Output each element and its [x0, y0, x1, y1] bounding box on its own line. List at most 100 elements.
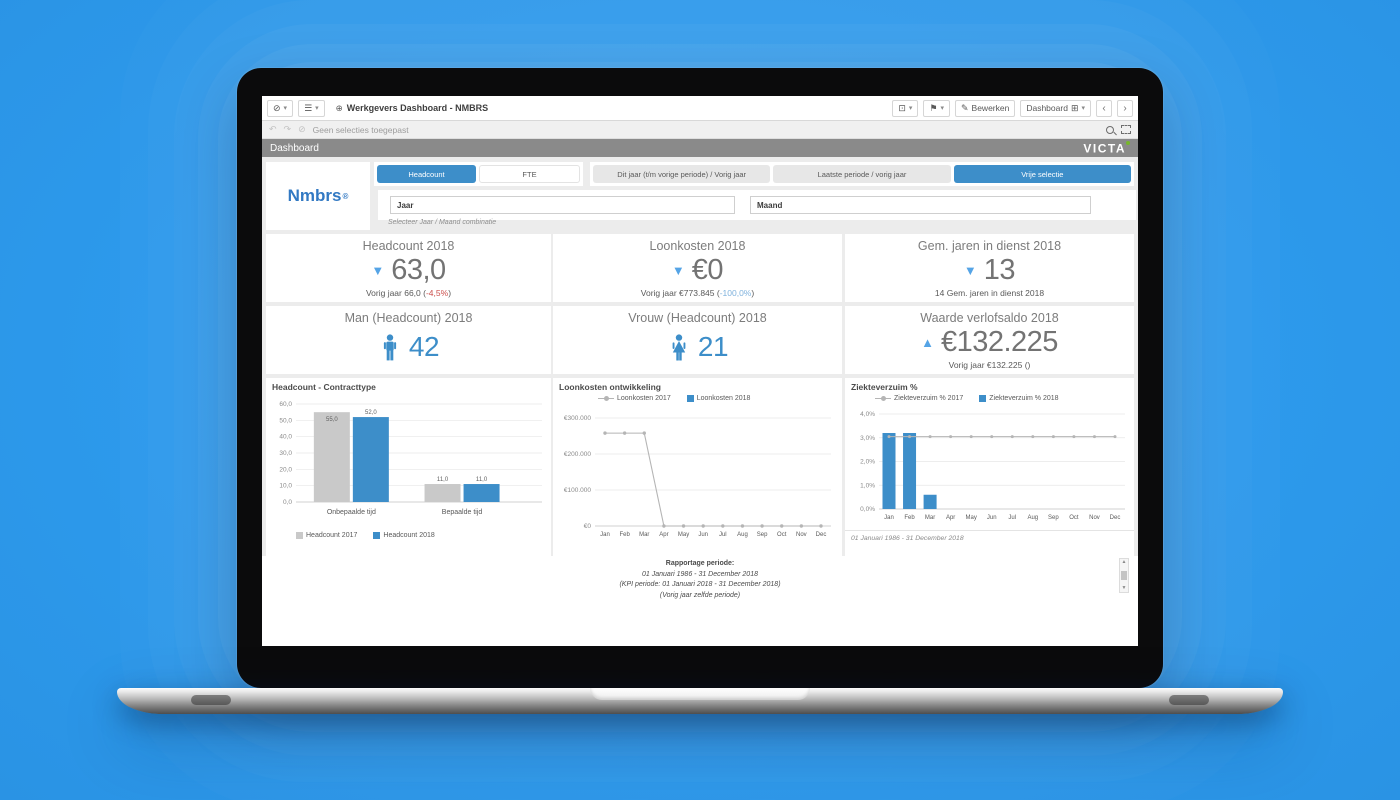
svg-text:52,0: 52,0	[365, 410, 377, 416]
laptop-scoop	[590, 688, 810, 700]
button-dit-jaar-vorig-jaar[interactable]: Dit jaar (t/m vorige periode) / Vorig ja…	[593, 165, 771, 183]
kpi-headcount[interactable]: Headcount 2018 ▼ 63,0 Vorig jaar 66,0 (-…	[266, 234, 551, 302]
redo-icon[interactable]: ↷	[283, 124, 292, 134]
chart-ziekteverzuim[interactable]: Ziekteverzuim % Ziekteverzuim % 2017 Zie…	[845, 378, 1134, 556]
search-icon[interactable]	[1106, 125, 1114, 134]
laptop-base	[117, 688, 1283, 714]
legend-item: Ziekteverzuim % 2018	[979, 395, 1059, 402]
sheet-title-bar: Dashboard VICTA	[262, 139, 1138, 157]
period-toggle-card: Dit jaar (t/m vorige periode) / Vorig ja…	[590, 162, 1134, 186]
svg-text:4,0%: 4,0%	[860, 411, 875, 418]
svg-text:Feb: Feb	[904, 515, 915, 521]
legend-swatch	[373, 532, 381, 539]
menu-icon: ☰	[304, 102, 313, 113]
bookmark-icon: ⚑	[929, 102, 938, 113]
legend-item: Headcount 2018	[373, 532, 435, 539]
svg-text:Jan: Jan	[600, 532, 610, 538]
legend-swatch	[296, 532, 303, 539]
svg-text:50,0: 50,0	[279, 417, 292, 424]
man-icon	[383, 333, 397, 360]
legend-line-marker	[875, 395, 891, 401]
measure-toggle: Headcount FTE	[374, 162, 583, 186]
legend-item: Loonkosten 2017	[598, 395, 671, 402]
svg-text:Feb: Feb	[619, 532, 630, 538]
chart-title: Ziekteverzuim %	[851, 382, 918, 392]
victa-logo-text: VICTA	[1083, 141, 1126, 156]
chart-headcount-contracttype[interactable]: Headcount - Contracttype 0,0 10,0 20,0 30,0…	[266, 378, 551, 556]
laptop-foot-left	[191, 695, 231, 705]
selections-status: Geen selecties toegepast	[312, 124, 409, 135]
legend-item: Loonkosten 2018	[686, 395, 750, 402]
chart-loonkosten-ontwikkeling[interactable]: Loonkosten ontwikkeling Loonkosten 2017 …	[553, 378, 842, 556]
kpi-dienstjaren[interactable]: Gem. jaren in dienst 2018 ▼ 13 14 Gem. j…	[845, 234, 1134, 302]
top-toolbar: ⊘ ▾ ☰ ▾ ⊕ Werkgevers Dashboard - NMBRS ⊡…	[262, 96, 1138, 121]
kpi-verlofsaldo[interactable]: Waarde verlofsaldo 2018 ▲ €132.225 Vorig…	[845, 306, 1134, 374]
footer-line: 01 Januari 1986 - 31 December 2018	[642, 570, 758, 578]
svg-text:May: May	[678, 532, 689, 538]
svg-text:Nov: Nov	[1089, 515, 1100, 521]
svg-text:Apr: Apr	[659, 532, 668, 538]
kpi-title: Waarde verlofsaldo 2018	[920, 311, 1059, 325]
year-month-filter-card: Jaar Maand	[378, 190, 1136, 220]
svg-text:11,0: 11,0	[437, 477, 449, 483]
kpi-subtitle: 14 Gem. jaren in dienst 2018	[934, 288, 1045, 298]
global-menu-button[interactable]: ☰ ▾	[298, 99, 325, 117]
clear-selections-icon[interactable]: ⊘	[298, 124, 306, 134]
svg-text:40,0: 40,0	[279, 434, 292, 441]
button-laatste-periode[interactable]: Laatste periode / vorig jaar	[773, 165, 951, 183]
kpi-title: Headcount 2018	[362, 239, 455, 253]
legend-swatch	[979, 395, 987, 402]
kpi-man[interactable]: Man (Headcount) 2018 42	[266, 306, 551, 374]
navigation-menu-button[interactable]: ⊘ ▾	[267, 99, 294, 117]
bookmark-button[interactable]: ⚑ ▾	[923, 99, 950, 117]
victa-green-dot	[1126, 140, 1130, 145]
app-title: Werkgevers Dashboard - NMBRS	[346, 103, 489, 113]
scroll-down-icon[interactable]: ▼	[1121, 585, 1127, 591]
kpi-loonkosten[interactable]: Loonkosten 2018 ▼ €0 Vorig jaar €773.845…	[553, 234, 842, 302]
selections-tool-icon[interactable]	[1121, 125, 1131, 134]
kpi-delta: -4,5%	[425, 288, 449, 298]
maand-filter-input[interactable]: Maand	[750, 196, 1091, 214]
kpi-title: Loonkosten 2018	[649, 239, 746, 253]
kpi-value: 13	[983, 253, 1016, 286]
kpi-value: 63,0	[391, 253, 446, 286]
jaar-filter-input[interactable]: Jaar	[390, 196, 735, 214]
trend-down-icon: ▼	[371, 262, 385, 278]
chevron-down-icon: ▾	[283, 105, 288, 112]
chevron-right-icon: ›	[1123, 102, 1127, 114]
registered-mark: ®	[342, 191, 349, 201]
compass-icon: ⊘	[273, 102, 281, 113]
storytelling-button[interactable]: ⊡ ▾	[892, 99, 919, 117]
sheet-selector-label: Dashboard	[1026, 103, 1068, 113]
chart-legend: Headcount 2017 Headcount 2018	[296, 532, 435, 539]
button-headcount[interactable]: Headcount	[377, 165, 476, 183]
svg-text:Mar: Mar	[639, 532, 649, 538]
laptop-foot-right	[1169, 695, 1209, 705]
button-vrije-selectie[interactable]: Vrije selectie	[953, 165, 1131, 183]
svg-text:Sep: Sep	[1048, 515, 1059, 521]
chart-title: Headcount - Contracttype	[272, 382, 376, 392]
kpi-vrouw[interactable]: Vrouw (Headcount) 2018 21	[553, 306, 842, 374]
nmbrs-logo: Nmbrs ®	[266, 162, 370, 230]
sheet-grid-icon: ⊞	[1070, 102, 1079, 113]
kpi-value: €132.225	[940, 325, 1058, 358]
legend-item: Headcount 2017	[296, 532, 357, 539]
svg-text:0,0%: 0,0%	[860, 506, 875, 513]
svg-text:€0: €0	[584, 523, 592, 530]
svg-text:55,0: 55,0	[326, 417, 338, 423]
next-sheet-button[interactable]: ›	[1117, 99, 1133, 117]
footer-scrollbar[interactable]: ▲ ▼	[1119, 558, 1129, 593]
chart-title: Loonkosten ontwikkeling	[559, 382, 662, 392]
woman-icon	[672, 333, 686, 360]
kpi-title: Man (Headcount) 2018	[344, 311, 473, 325]
kpi-subtitle: Vorig jaar €773.845 (-100,0%)	[640, 288, 755, 298]
sheet-selector[interactable]: Dashboard ⊞ ▾	[1020, 99, 1091, 117]
edit-button[interactable]: ✎ Bewerken	[954, 99, 1016, 117]
button-fte[interactable]: FTE	[479, 165, 580, 183]
legend-line-marker	[598, 395, 614, 401]
previous-sheet-button[interactable]: ‹	[1096, 99, 1112, 117]
undo-icon[interactable]: ↶	[269, 124, 277, 134]
scrollbar-thumb[interactable]	[1121, 571, 1127, 580]
globe-icon: ⊕	[335, 102, 343, 113]
scroll-up-icon[interactable]: ▲	[1121, 559, 1127, 565]
